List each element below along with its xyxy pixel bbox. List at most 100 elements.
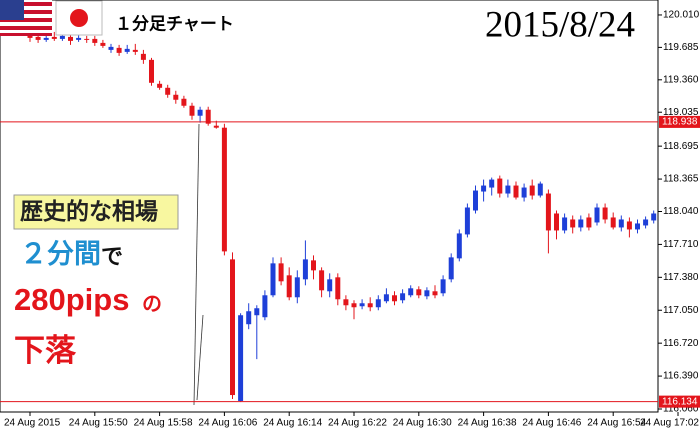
candle-body	[537, 183, 543, 196]
candle-body	[400, 293, 406, 301]
y-tick-label: 118.040	[663, 206, 699, 217]
x-tick-label: 24 Aug 17:02	[640, 418, 699, 429]
x-tick-label: 24 Aug 16:54	[587, 418, 646, 429]
trend-line	[193, 123, 200, 406]
candle-body	[626, 221, 632, 230]
x-tick-label: 24 Aug 16:22	[328, 418, 387, 429]
candle-body	[440, 279, 446, 294]
candle-body	[221, 127, 227, 252]
candle-body	[35, 36, 41, 40]
candle-body	[262, 295, 268, 318]
annotation: 歴史的な相場	[20, 198, 158, 224]
y-tick-label: 119.685	[663, 42, 699, 53]
y-tick-label: 117.380	[663, 272, 699, 283]
candle-body	[165, 87, 171, 95]
y-tick-label: 120.010	[663, 10, 700, 21]
price-label-box	[659, 395, 700, 408]
candle-body	[643, 219, 649, 226]
candle-body	[238, 315, 244, 402]
candle-body	[351, 303, 357, 308]
x-tick-label: 24 Aug 16:46	[522, 418, 581, 429]
chart-title: １分足チャート	[115, 14, 234, 33]
x-tick-label: 24 Aug 16:06	[198, 418, 257, 429]
price-label-box	[659, 115, 700, 128]
candle-body	[59, 35, 65, 39]
y-tick-label: 119.035	[663, 107, 699, 118]
candle-body	[392, 295, 397, 302]
candle-body	[456, 233, 462, 259]
candle-body	[149, 59, 154, 83]
candle-body	[594, 207, 600, 223]
candle-body	[327, 279, 333, 292]
candle-body	[545, 193, 551, 231]
candle-body	[189, 105, 195, 116]
candle-body	[51, 36, 57, 39]
y-tick-label: 116.720	[663, 338, 699, 349]
x-tick-label: 24 Aug 16:30	[393, 418, 452, 429]
y-tick-label: 118.695	[663, 141, 699, 152]
x-tick-label: 24 Aug 16:38	[458, 418, 517, 429]
annotation-box	[13, 194, 179, 230]
candle-body	[132, 49, 138, 52]
candle-body	[635, 223, 640, 230]
candle-body	[84, 38, 90, 40]
us-flag	[0, 0, 52, 36]
candle-body	[343, 299, 349, 306]
chart-date: 2015/8/24	[485, 4, 635, 45]
candle-body	[464, 207, 470, 235]
y-tick-label: 116.390	[663, 371, 699, 382]
annotation: 下落	[14, 333, 77, 368]
candle-body	[319, 270, 325, 291]
candle-body	[124, 48, 130, 52]
candle-body	[618, 219, 624, 228]
candle-body	[610, 217, 616, 228]
x-tick-label: 24 Aug 15:50	[69, 418, 128, 429]
annotation: の	[142, 293, 162, 315]
candle-body	[416, 289, 422, 296]
y-tick-label: 117.710	[663, 239, 699, 250]
candle-body	[213, 125, 219, 128]
candle-body	[562, 217, 568, 231]
candle-body	[383, 294, 389, 302]
y-tick-label: 118.365	[663, 174, 699, 185]
candle-body	[359, 303, 365, 307]
candle-body	[181, 98, 187, 106]
candle-body	[68, 36, 73, 41]
candle-body	[311, 260, 316, 271]
y-tick-label: 117.050	[663, 305, 699, 316]
candle-body	[205, 109, 211, 124]
candle-body	[254, 308, 260, 316]
price-label: 118.938	[662, 117, 698, 128]
candle-body	[586, 217, 592, 228]
candle-body	[286, 275, 292, 298]
candle-body	[173, 94, 179, 100]
trend-line	[196, 314, 204, 401]
annotation: で	[101, 244, 123, 269]
candle-body	[489, 179, 495, 188]
candle-body	[651, 213, 657, 221]
candle-body	[230, 259, 235, 396]
candle-body	[116, 47, 122, 53]
price-label: 116.134	[662, 396, 698, 407]
candle-body	[521, 187, 527, 198]
candle-body	[481, 185, 487, 192]
y-tick-label: 119.360	[663, 74, 699, 85]
candle-body	[473, 190, 478, 211]
candle-body	[375, 299, 381, 308]
candle-body	[294, 277, 300, 298]
candle-body	[108, 46, 114, 50]
candles	[27, 30, 657, 403]
candle-body	[570, 219, 576, 228]
candle-body	[602, 207, 608, 220]
candle-body	[270, 263, 276, 296]
candle-body	[76, 37, 82, 40]
japan-flag	[55, 0, 103, 36]
candle-body	[578, 219, 584, 228]
x-tick-label: 24 Aug 2015	[4, 418, 61, 429]
annotation: 280pips	[14, 282, 129, 317]
x-tick-label: 24 Aug 16:14	[263, 418, 322, 429]
candle-body	[448, 257, 454, 280]
candle-body	[335, 277, 341, 300]
candle-body	[302, 259, 308, 280]
